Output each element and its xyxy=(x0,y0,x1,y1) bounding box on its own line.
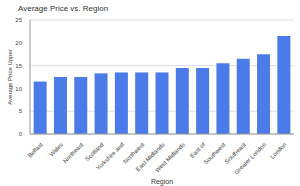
svg-text:Belfast: Belfast xyxy=(27,141,44,158)
svg-text:Region: Region xyxy=(151,178,173,186)
svg-text:Wales: Wales xyxy=(48,141,64,157)
html-text:Average Price vs. Region: Average Price vs. Region xyxy=(18,4,109,13)
svg-text:10: 10 xyxy=(15,86,22,92)
svg-text:Southwest: Southwest xyxy=(203,141,227,165)
svg-text:London: London xyxy=(269,141,287,159)
svg-text:Northeast: Northeast xyxy=(62,141,85,164)
svg-text:Yorkshire and: Yorkshire and xyxy=(95,141,125,171)
svg-text:Scotland: Scotland xyxy=(84,141,105,162)
svg-text:Southeast: Southeast xyxy=(223,141,247,165)
svg-text:Greater London: Greater London xyxy=(233,141,267,175)
svg-text:20: 20 xyxy=(15,40,22,46)
svg-text:West Midlands: West Midlands xyxy=(154,141,186,173)
svg-text:5: 5 xyxy=(19,108,23,114)
svg-text:25: 25 xyxy=(15,17,22,23)
svg-text:East Midlands: East Midlands xyxy=(134,141,166,173)
svg-text:Average Price Upper: Average Price Upper xyxy=(8,49,13,105)
svg-text:0: 0 xyxy=(19,131,23,137)
svg-text:15: 15 xyxy=(15,63,22,69)
svg-text:East of: East of xyxy=(189,141,207,159)
svg-text:Northwest: Northwest xyxy=(122,141,146,165)
